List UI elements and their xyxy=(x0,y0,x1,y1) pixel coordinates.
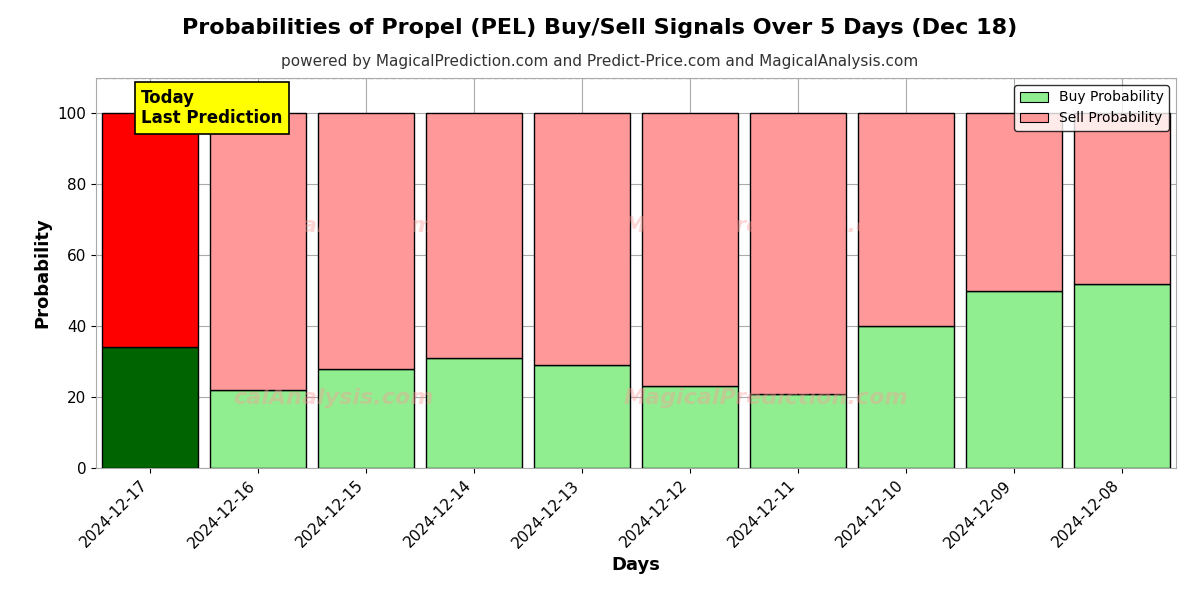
Bar xyxy=(318,113,414,369)
Text: MagicalPrediction.com: MagicalPrediction.com xyxy=(623,216,908,236)
Bar xyxy=(858,326,954,468)
Text: calAnalysis.com: calAnalysis.com xyxy=(234,216,433,236)
Text: MagicalPrediction.com: MagicalPrediction.com xyxy=(623,388,908,408)
Bar xyxy=(966,291,1062,468)
Bar xyxy=(102,347,198,468)
Bar xyxy=(102,113,198,347)
Bar xyxy=(534,113,630,365)
Y-axis label: Probability: Probability xyxy=(34,218,52,328)
Text: calAnalysis.com: calAnalysis.com xyxy=(234,388,433,408)
Legend: Buy Probability, Sell Probability: Buy Probability, Sell Probability xyxy=(1014,85,1169,131)
Bar xyxy=(642,386,738,468)
Bar xyxy=(1074,113,1170,284)
X-axis label: Days: Days xyxy=(612,556,660,574)
Bar xyxy=(426,358,522,468)
Bar xyxy=(210,113,306,390)
Bar xyxy=(642,113,738,386)
Bar xyxy=(750,113,846,394)
Bar xyxy=(210,390,306,468)
Bar xyxy=(858,113,954,326)
Bar xyxy=(534,365,630,468)
Text: Probabilities of Propel (PEL) Buy/Sell Signals Over 5 Days (Dec 18): Probabilities of Propel (PEL) Buy/Sell S… xyxy=(182,18,1018,38)
Bar xyxy=(966,113,1062,291)
Bar xyxy=(1074,284,1170,468)
Bar xyxy=(318,369,414,468)
Bar xyxy=(426,113,522,358)
Text: Today
Last Prediction: Today Last Prediction xyxy=(142,89,283,127)
Bar xyxy=(750,394,846,468)
Text: powered by MagicalPrediction.com and Predict-Price.com and MagicalAnalysis.com: powered by MagicalPrediction.com and Pre… xyxy=(281,54,919,69)
